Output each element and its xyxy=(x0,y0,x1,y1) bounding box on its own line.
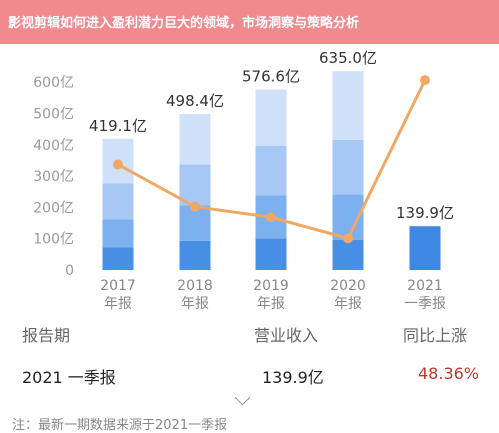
bar-segment xyxy=(409,226,441,270)
y-tick-label: 300亿 xyxy=(33,169,74,185)
footnote: 注：最新一期数据来源于2021一季报 xyxy=(12,418,228,433)
revenue-chart: 0 100亿 200亿 300亿 400亿 500亿 600亿 419.1亿 2017 年报 498… xyxy=(33,49,454,312)
x-tick-label: 2019 xyxy=(253,278,289,294)
x-tick-label: 年报 xyxy=(257,296,285,312)
y-tick-label: 100亿 xyxy=(33,232,74,248)
bar-value-label: 576.6亿 xyxy=(242,68,300,86)
bar-segment xyxy=(179,240,211,270)
x-tick-label: 2021 xyxy=(407,278,443,294)
y-tick-label: 200亿 xyxy=(33,200,74,216)
growth-point xyxy=(266,212,276,223)
x-tick-label: 一季报 xyxy=(404,296,446,312)
row-period: 2021 一季报 xyxy=(22,368,116,387)
bar-segment xyxy=(179,114,211,165)
y-tick-label: 0 xyxy=(65,263,74,279)
bar-segment xyxy=(102,183,134,220)
x-tick-label: 2018 xyxy=(177,278,213,294)
growth-point xyxy=(343,233,353,244)
bar-segment xyxy=(332,71,364,140)
bar-segment xyxy=(102,247,134,270)
growth-point xyxy=(190,201,200,212)
bar-segment xyxy=(255,89,287,146)
y-tick-label: 600亿 xyxy=(33,75,74,91)
row-change: 48.36% xyxy=(418,364,480,383)
y-tick-label: 400亿 xyxy=(33,138,74,154)
bar-segment xyxy=(102,219,134,248)
bar-value-label: 419.1亿 xyxy=(89,117,147,135)
x-tick-label: 2017 xyxy=(100,278,136,294)
header-revenue: 营业收入 xyxy=(254,326,319,345)
bar-segment xyxy=(255,145,287,196)
bar-segment xyxy=(332,139,364,195)
bar-segment xyxy=(255,238,287,270)
expand-chevron-icon[interactable] xyxy=(234,389,251,406)
bar-value-label: 498.4亿 xyxy=(166,92,224,110)
x-tick-label: 2020 xyxy=(330,278,366,294)
banner: 影视剪辑如何进入盈利潜力巨大的领域，市场洞察与策略分析 xyxy=(0,0,499,44)
bar-value-label: 635.0亿 xyxy=(319,49,377,67)
x-tick-label: 年报 xyxy=(334,296,362,312)
growth-point xyxy=(113,159,123,170)
bar-segment xyxy=(179,164,211,206)
banner-title: 影视剪辑如何进入盈利潜力巨大的领域，市场洞察与策略分析 xyxy=(8,16,360,31)
x-tick-label: 年报 xyxy=(181,296,209,312)
header-period: 报告期 xyxy=(22,326,71,345)
x-tick-label: 年报 xyxy=(104,296,132,312)
growth-point xyxy=(420,75,430,86)
bar-value-label: 139.9亿 xyxy=(396,204,454,222)
row-revenue: 139.9亿 xyxy=(262,368,324,387)
header-change: 同比上涨 xyxy=(403,326,468,345)
y-tick-label: 500亿 xyxy=(33,107,74,123)
bar-segment xyxy=(332,239,364,270)
